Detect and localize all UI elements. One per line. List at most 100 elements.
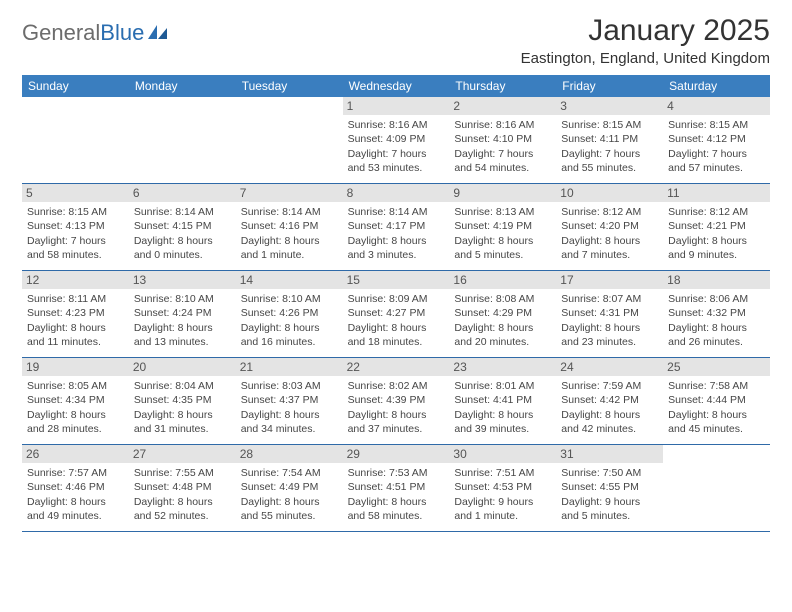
weekday-header: Wednesday bbox=[343, 75, 450, 97]
day-detail-text: Sunrise: 8:06 AM Sunset: 4:32 PM Dayligh… bbox=[668, 292, 765, 349]
day-cell: 21 Sunrise: 8:03 AM Sunset: 4:37 PM Dayli… bbox=[236, 358, 343, 444]
day-detail-text: Sunrise: 8:15 AM Sunset: 4:13 PM Dayligh… bbox=[27, 205, 124, 262]
location-label: Eastington, England, United Kingdom bbox=[521, 50, 770, 67]
day-number: 4 bbox=[663, 97, 770, 115]
day-detail-text: Sunrise: 8:12 AM Sunset: 4:21 PM Dayligh… bbox=[668, 205, 765, 262]
day-cell: 26 Sunrise: 7:57 AM Sunset: 4:46 PM Dayli… bbox=[22, 445, 129, 531]
day-cell: 27 Sunrise: 7:55 AM Sunset: 4:48 PM Dayli… bbox=[129, 445, 236, 531]
day-detail-text: Sunrise: 8:08 AM Sunset: 4:29 PM Dayligh… bbox=[454, 292, 551, 349]
day-cell: 11 Sunrise: 8:12 AM Sunset: 4:21 PM Dayli… bbox=[663, 184, 770, 270]
day-number: 9 bbox=[449, 184, 556, 202]
day-detail-text: Sunrise: 8:14 AM Sunset: 4:15 PM Dayligh… bbox=[134, 205, 231, 262]
day-number: 31 bbox=[556, 445, 663, 463]
day-cell: 18 Sunrise: 8:06 AM Sunset: 4:32 PM Dayli… bbox=[663, 271, 770, 357]
day-detail-text: Sunrise: 8:15 AM Sunset: 4:11 PM Dayligh… bbox=[561, 118, 658, 175]
day-cell: 16 Sunrise: 8:08 AM Sunset: 4:29 PM Dayli… bbox=[449, 271, 556, 357]
day-detail-text: Sunrise: 7:57 AM Sunset: 4:46 PM Dayligh… bbox=[27, 466, 124, 523]
day-detail-text: Sunrise: 7:50 AM Sunset: 4:55 PM Dayligh… bbox=[561, 466, 658, 523]
calendar-grid: Sunday Monday Tuesday Wednesday Thursday… bbox=[22, 75, 770, 532]
day-number: 3 bbox=[556, 97, 663, 115]
day-cell: 4 Sunrise: 8:15 AM Sunset: 4:12 PM Daylig… bbox=[663, 97, 770, 183]
day-number: 11 bbox=[663, 184, 770, 202]
day-detail-text: Sunrise: 7:54 AM Sunset: 4:49 PM Dayligh… bbox=[241, 466, 338, 523]
day-detail-text: Sunrise: 7:58 AM Sunset: 4:44 PM Dayligh… bbox=[668, 379, 765, 436]
week-row: 12 Sunrise: 8:11 AM Sunset: 4:23 PM Dayli… bbox=[22, 271, 770, 358]
day-detail-text: Sunrise: 8:01 AM Sunset: 4:41 PM Dayligh… bbox=[454, 379, 551, 436]
day-detail-text: Sunrise: 8:13 AM Sunset: 4:19 PM Dayligh… bbox=[454, 205, 551, 262]
day-cell: 1Sunrise: 8:16 AM Sunset: 4:09 PM Daylig… bbox=[343, 97, 450, 183]
day-number: 24 bbox=[556, 358, 663, 376]
day-detail-text: Sunrise: 8:10 AM Sunset: 4:26 PM Dayligh… bbox=[241, 292, 338, 349]
day-number: 30 bbox=[449, 445, 556, 463]
logo-sail-icon bbox=[147, 23, 169, 41]
page-header: GeneralBlue January 2025 Eastington, Eng… bbox=[22, 14, 770, 67]
day-cell: 23 Sunrise: 8:01 AM Sunset: 4:41 PM Dayli… bbox=[449, 358, 556, 444]
day-detail-text: Sunrise: 7:55 AM Sunset: 4:48 PM Dayligh… bbox=[134, 466, 231, 523]
day-cell: 13Sunrise: 8:10 AM Sunset: 4:24 PM Dayli… bbox=[129, 271, 236, 357]
day-number: 13 bbox=[129, 271, 236, 289]
day-detail-text: Sunrise: 7:59 AM Sunset: 4:42 PM Dayligh… bbox=[561, 379, 658, 436]
day-detail-text: Sunrise: 8:16 AM Sunset: 4:09 PM Dayligh… bbox=[348, 118, 445, 175]
day-cell: 12 Sunrise: 8:11 AM Sunset: 4:23 PM Dayli… bbox=[22, 271, 129, 357]
weekday-header: Monday bbox=[129, 75, 236, 97]
day-number: 19 bbox=[22, 358, 129, 376]
day-detail-text: Sunrise: 8:11 AM Sunset: 4:23 PM Dayligh… bbox=[27, 292, 124, 349]
day-detail-text: Sunrise: 8:04 AM Sunset: 4:35 PM Dayligh… bbox=[134, 379, 231, 436]
day-number: 17 bbox=[556, 271, 663, 289]
day-cell bbox=[236, 97, 343, 183]
day-cell bbox=[663, 445, 770, 531]
logo-text-blue: Blue bbox=[100, 20, 144, 46]
day-cell: 9 Sunrise: 8:13 AM Sunset: 4:19 PM Daylig… bbox=[449, 184, 556, 270]
day-number: 20 bbox=[129, 358, 236, 376]
day-detail-text: Sunrise: 7:51 AM Sunset: 4:53 PM Dayligh… bbox=[454, 466, 551, 523]
title-block: January 2025 Eastington, England, United… bbox=[521, 14, 770, 67]
day-detail-text: Sunrise: 8:03 AM Sunset: 4:37 PM Dayligh… bbox=[241, 379, 338, 436]
day-detail-text: Sunrise: 8:16 AM Sunset: 4:10 PM Dayligh… bbox=[454, 118, 551, 175]
day-cell: 15Sunrise: 8:09 AM Sunset: 4:27 PM Dayli… bbox=[343, 271, 450, 357]
day-detail-text: Sunrise: 8:14 AM Sunset: 4:16 PM Dayligh… bbox=[241, 205, 338, 262]
month-title: January 2025 bbox=[521, 14, 770, 48]
day-cell bbox=[129, 97, 236, 183]
calendar-page: GeneralBlue January 2025 Eastington, Eng… bbox=[0, 0, 792, 542]
day-detail-text: Sunrise: 8:09 AM Sunset: 4:27 PM Dayligh… bbox=[348, 292, 445, 349]
day-detail-text: Sunrise: 8:14 AM Sunset: 4:17 PM Dayligh… bbox=[348, 205, 445, 262]
weeks-container: 1Sunrise: 8:16 AM Sunset: 4:09 PM Daylig… bbox=[22, 97, 770, 532]
day-cell: 30 Sunrise: 7:51 AM Sunset: 4:53 PM Dayli… bbox=[449, 445, 556, 531]
day-cell: 5 Sunrise: 8:15 AM Sunset: 4:13 PM Daylig… bbox=[22, 184, 129, 270]
day-number: 25 bbox=[663, 358, 770, 376]
weekday-header: Sunday bbox=[22, 75, 129, 97]
day-number: 18 bbox=[663, 271, 770, 289]
day-cell bbox=[22, 97, 129, 183]
week-row: 19Sunrise: 8:05 AM Sunset: 4:34 PM Dayli… bbox=[22, 358, 770, 445]
day-number: 23 bbox=[449, 358, 556, 376]
day-number: 16 bbox=[449, 271, 556, 289]
day-cell: 7Sunrise: 8:14 AM Sunset: 4:16 PM Daylig… bbox=[236, 184, 343, 270]
day-number: 14 bbox=[236, 271, 343, 289]
weekday-header: Friday bbox=[556, 75, 663, 97]
week-row: 26 Sunrise: 7:57 AM Sunset: 4:46 PM Dayli… bbox=[22, 445, 770, 532]
day-number: 26 bbox=[22, 445, 129, 463]
day-cell: 8Sunrise: 8:14 AM Sunset: 4:17 PM Daylig… bbox=[343, 184, 450, 270]
day-number: 10 bbox=[556, 184, 663, 202]
weekday-header: Saturday bbox=[663, 75, 770, 97]
day-cell: 22Sunrise: 8:02 AM Sunset: 4:39 PM Dayli… bbox=[343, 358, 450, 444]
day-number: 22 bbox=[343, 358, 450, 376]
day-number: 21 bbox=[236, 358, 343, 376]
day-detail-text: Sunrise: 7:53 AM Sunset: 4:51 PM Dayligh… bbox=[348, 466, 445, 523]
day-detail-text: Sunrise: 8:07 AM Sunset: 4:31 PM Dayligh… bbox=[561, 292, 658, 349]
week-row: 5 Sunrise: 8:15 AM Sunset: 4:13 PM Daylig… bbox=[22, 184, 770, 271]
day-number: 27 bbox=[129, 445, 236, 463]
day-cell: 14 Sunrise: 8:10 AM Sunset: 4:26 PM Dayli… bbox=[236, 271, 343, 357]
day-cell: 29 Sunrise: 7:53 AM Sunset: 4:51 PM Dayli… bbox=[343, 445, 450, 531]
day-number: 5 bbox=[22, 184, 129, 202]
day-number: 12 bbox=[22, 271, 129, 289]
logo: GeneralBlue bbox=[22, 14, 169, 46]
day-cell: 10Sunrise: 8:12 AM Sunset: 4:20 PM Dayli… bbox=[556, 184, 663, 270]
day-number: 29 bbox=[343, 445, 450, 463]
day-cell: 6Sunrise: 8:14 AM Sunset: 4:15 PM Daylig… bbox=[129, 184, 236, 270]
day-cell: 17 Sunrise: 8:07 AM Sunset: 4:31 PM Dayli… bbox=[556, 271, 663, 357]
day-detail-text: Sunrise: 8:15 AM Sunset: 4:12 PM Dayligh… bbox=[668, 118, 765, 175]
day-cell: 20 Sunrise: 8:04 AM Sunset: 4:35 PM Dayli… bbox=[129, 358, 236, 444]
day-cell: 25 Sunrise: 7:58 AM Sunset: 4:44 PM Dayli… bbox=[663, 358, 770, 444]
weekday-header: Tuesday bbox=[236, 75, 343, 97]
